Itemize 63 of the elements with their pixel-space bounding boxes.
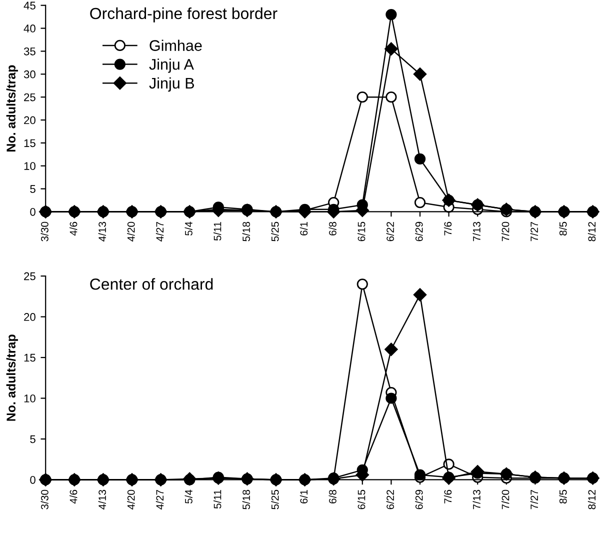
x-tick-label: 7/6 [444, 222, 452, 236]
x-tick-label: 7/6 [444, 490, 452, 504]
y-tick-label: 35 [24, 47, 36, 56]
x-tick-label: 6/29 [415, 222, 423, 242]
x-tick-label: 8/12 [588, 490, 596, 510]
x-tick-label: 4/6 [70, 490, 78, 504]
y-tick-label: 30 [24, 70, 36, 78]
legend-label: Gimhae [150, 40, 202, 51]
x-tick-label: 4/27 [156, 490, 164, 510]
x-tick-label: 4/13 [98, 222, 106, 242]
x-tick-label: 5/11 [214, 222, 222, 241]
y-tick-label: 25 [24, 272, 36, 280]
y-tick-label: 15 [24, 139, 36, 148]
x-tick-label: 6/22 [386, 222, 394, 242]
y-tick-label: 5 [30, 185, 36, 193]
x-tick-label: 7/20 [502, 222, 510, 242]
x-tick-label: 8/12 [588, 222, 596, 242]
y-tick-label: 10 [24, 394, 36, 402]
legend-label: Jinju B [149, 77, 194, 92]
x-tick-label: 5/11 [214, 490, 222, 509]
y-axis-title: No. adults/trap [6, 65, 18, 152]
x-tick-label: 7/27 [530, 222, 538, 242]
x-tick-label: 6/1 [300, 222, 308, 236]
y-tick-label: 0 [30, 208, 36, 216]
x-tick-label: 6/15 [358, 222, 366, 242]
x-tick-label: 8/5 [559, 222, 567, 236]
x-tick-label: 8/5 [559, 490, 567, 504]
x-tick-label: 6/29 [415, 490, 423, 510]
y-tick-label: 15 [24, 354, 36, 362]
y-tick-label: 40 [24, 24, 36, 32]
x-tick-label: 4/6 [70, 222, 78, 236]
x-tick-label: 5/25 [271, 222, 279, 242]
x-tick-label: 7/13 [472, 490, 480, 510]
chart-title: Center of orchard [90, 278, 213, 290]
x-tick-label: 5/25 [271, 490, 279, 510]
x-tick-label: 5/18 [242, 222, 250, 242]
y-tick-label: 20 [24, 116, 36, 124]
x-tick-label: 5/4 [184, 222, 192, 236]
x-tick-label: 6/15 [358, 490, 366, 510]
x-tick-label: 4/20 [127, 490, 135, 510]
x-tick-label: 7/27 [530, 490, 538, 510]
y-axis-title: No. adults/trap [6, 334, 18, 421]
x-tick-label: 6/1 [300, 490, 308, 504]
x-tick-label: 5/4 [184, 490, 192, 504]
y-tick-label: 45 [24, 2, 36, 10]
x-tick-label: 3/30 [40, 490, 48, 510]
legend-label: Jinju A [149, 58, 194, 73]
x-tick-label: 6/8 [328, 490, 336, 504]
x-tick-label: 7/13 [472, 222, 480, 242]
y-tick-label: 25 [24, 93, 36, 102]
y-tick-label: 0 [30, 476, 36, 484]
x-tick-label: 7/20 [502, 490, 510, 510]
chart-title: Orchard-pine forest border [90, 7, 278, 22]
y-tick-label: 20 [24, 313, 36, 321]
x-tick-label: 6/8 [328, 222, 336, 236]
x-tick-label: 4/13 [98, 490, 106, 510]
x-tick-label: 5/18 [242, 490, 250, 510]
y-tick-label: 10 [24, 162, 36, 170]
x-tick-label: 3/30 [40, 222, 48, 242]
x-tick-label: 4/20 [127, 222, 135, 242]
x-tick-label: 6/22 [386, 490, 394, 510]
x-tick-label: 4/27 [156, 222, 164, 242]
y-tick-label: 5 [30, 435, 36, 444]
